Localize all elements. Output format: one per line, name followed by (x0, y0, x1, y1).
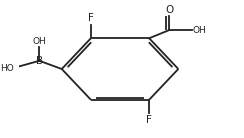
Text: O: O (165, 5, 173, 15)
Text: F: F (88, 13, 94, 23)
Text: HO: HO (0, 64, 14, 73)
Text: OH: OH (193, 26, 207, 34)
Text: F: F (146, 115, 152, 125)
Text: OH: OH (32, 37, 46, 46)
Text: B: B (36, 56, 43, 66)
